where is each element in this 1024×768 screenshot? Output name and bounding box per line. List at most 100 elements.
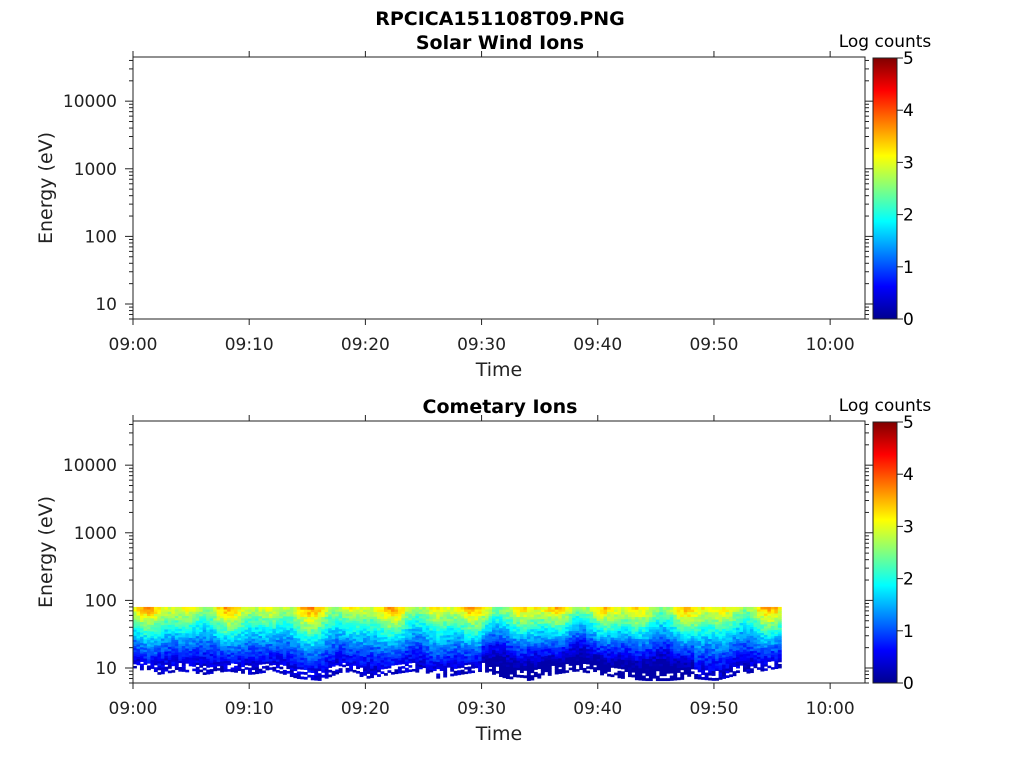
spectrogram-cell (136, 660, 141, 664)
spectrogram-cell (160, 649, 165, 652)
spectrogram-cell (136, 609, 141, 612)
spectrogram-cell (258, 648, 263, 652)
spectrogram-cell (593, 629, 597, 632)
spectrogram-cell (261, 622, 266, 625)
spectrogram-cell (265, 615, 270, 619)
spectrogram-cell (457, 663, 462, 667)
spectrogram-cell (255, 655, 259, 659)
spectrogram-cell (234, 628, 238, 632)
spectrogram-cell (652, 631, 657, 635)
spectrogram-cell (526, 670, 531, 674)
spectrogram-cell (380, 613, 385, 617)
spectrogram-cell (697, 657, 702, 661)
spectrogram-cell (373, 660, 378, 664)
spectrogram-cell (575, 639, 580, 642)
spectrogram-cell (383, 625, 388, 628)
spectrogram-cell (505, 676, 510, 679)
spectrogram-cell (607, 643, 611, 647)
spectrogram-cell (307, 648, 312, 651)
spectrogram-cell (464, 622, 469, 626)
spectrogram-cell (722, 609, 726, 613)
spectrogram-cell (558, 651, 563, 654)
spectrogram-cell (708, 672, 713, 676)
spectrogram-cell (216, 615, 221, 619)
spectrogram-cell (589, 606, 594, 610)
spectrogram-cell (523, 641, 528, 644)
spectrogram-cell (526, 648, 531, 652)
spectrogram-cell (572, 632, 577, 636)
spectrogram-cell (227, 654, 231, 657)
spectrogram-cell (408, 611, 413, 614)
spectrogram-cell (708, 638, 713, 642)
spectrogram-cell (614, 660, 618, 664)
panel-solar-wind-ylabel: Energy (eV) (35, 132, 57, 244)
spectrogram-cell (363, 668, 367, 672)
spectrogram-cell (345, 637, 350, 640)
spectrogram-cell (174, 663, 179, 666)
spectrogram-cell (195, 618, 200, 621)
spectrogram-cell (321, 631, 326, 635)
spectrogram-cell (248, 656, 252, 660)
spectrogram-cell (694, 664, 699, 668)
spectrogram-cell (471, 617, 475, 621)
spectrogram-cell (418, 635, 423, 639)
spectrogram-cell (324, 633, 329, 636)
spectrogram-cell (586, 661, 591, 665)
spectrogram-cell (582, 620, 587, 623)
spectrogram-cell (422, 613, 427, 617)
spectrogram-cell (432, 649, 437, 653)
spectrogram-cell (188, 620, 193, 623)
spectrogram-cell (394, 618, 399, 621)
spectrogram-cell (593, 611, 597, 615)
spectrogram-cell (464, 624, 469, 628)
spectrogram-cell (397, 651, 402, 654)
spectrogram-cell (621, 626, 625, 629)
spectrogram-cell (614, 613, 618, 617)
spectrogram-cell (418, 606, 423, 610)
spectrogram-cell (383, 627, 388, 631)
spectrogram-cell (335, 644, 340, 648)
spectrogram-cell (450, 613, 455, 617)
spectrogram-cell (181, 669, 186, 672)
spectrogram-cell (143, 626, 148, 629)
spectrogram-cell (279, 633, 284, 637)
spectrogram-cell (680, 650, 685, 654)
spectrogram-cell (342, 624, 347, 627)
spectrogram-cell (195, 651, 200, 654)
spectrogram-cell (133, 627, 137, 630)
spectrogram-cell (478, 611, 482, 614)
colorbar-tick-label: 4 (903, 101, 914, 121)
spectrogram-cell (178, 613, 183, 616)
spectrogram-cell (450, 648, 455, 652)
spectrogram-cell (157, 654, 162, 657)
spectrogram-cell (185, 609, 190, 612)
spectrogram-cell (383, 645, 388, 649)
spectrogram-cell (711, 619, 716, 623)
spectrogram-cell (505, 666, 510, 670)
spectrogram-cell (519, 638, 524, 642)
spectrogram-cell (519, 614, 524, 618)
spectrogram-cell (662, 643, 667, 647)
spectrogram-cell (516, 657, 521, 661)
spectrogram-cell (171, 628, 176, 632)
spectrogram-cell (600, 650, 604, 653)
spectrogram-cell (282, 620, 287, 624)
spectrogram-cell (673, 633, 678, 637)
spectrogram-cell (188, 661, 193, 665)
spectrogram-cell (157, 663, 162, 666)
spectrogram-cell (666, 678, 671, 682)
spectrogram-cell (502, 625, 507, 629)
spectrogram-cell (317, 624, 322, 627)
spectrogram-cell (188, 644, 193, 647)
spectrogram-cell (502, 609, 507, 613)
spectrogram-cell (579, 639, 584, 642)
spectrogram-cell (289, 637, 294, 640)
spectrogram-cell (139, 613, 144, 616)
spectrogram-cell (404, 628, 409, 632)
spectrogram-cell (234, 633, 238, 636)
spectrogram-cell (342, 615, 347, 619)
spectrogram-cell (669, 631, 674, 635)
spectrogram-cell (418, 629, 423, 632)
spectrogram-cell (195, 660, 200, 663)
spectrogram-cell (457, 645, 462, 649)
